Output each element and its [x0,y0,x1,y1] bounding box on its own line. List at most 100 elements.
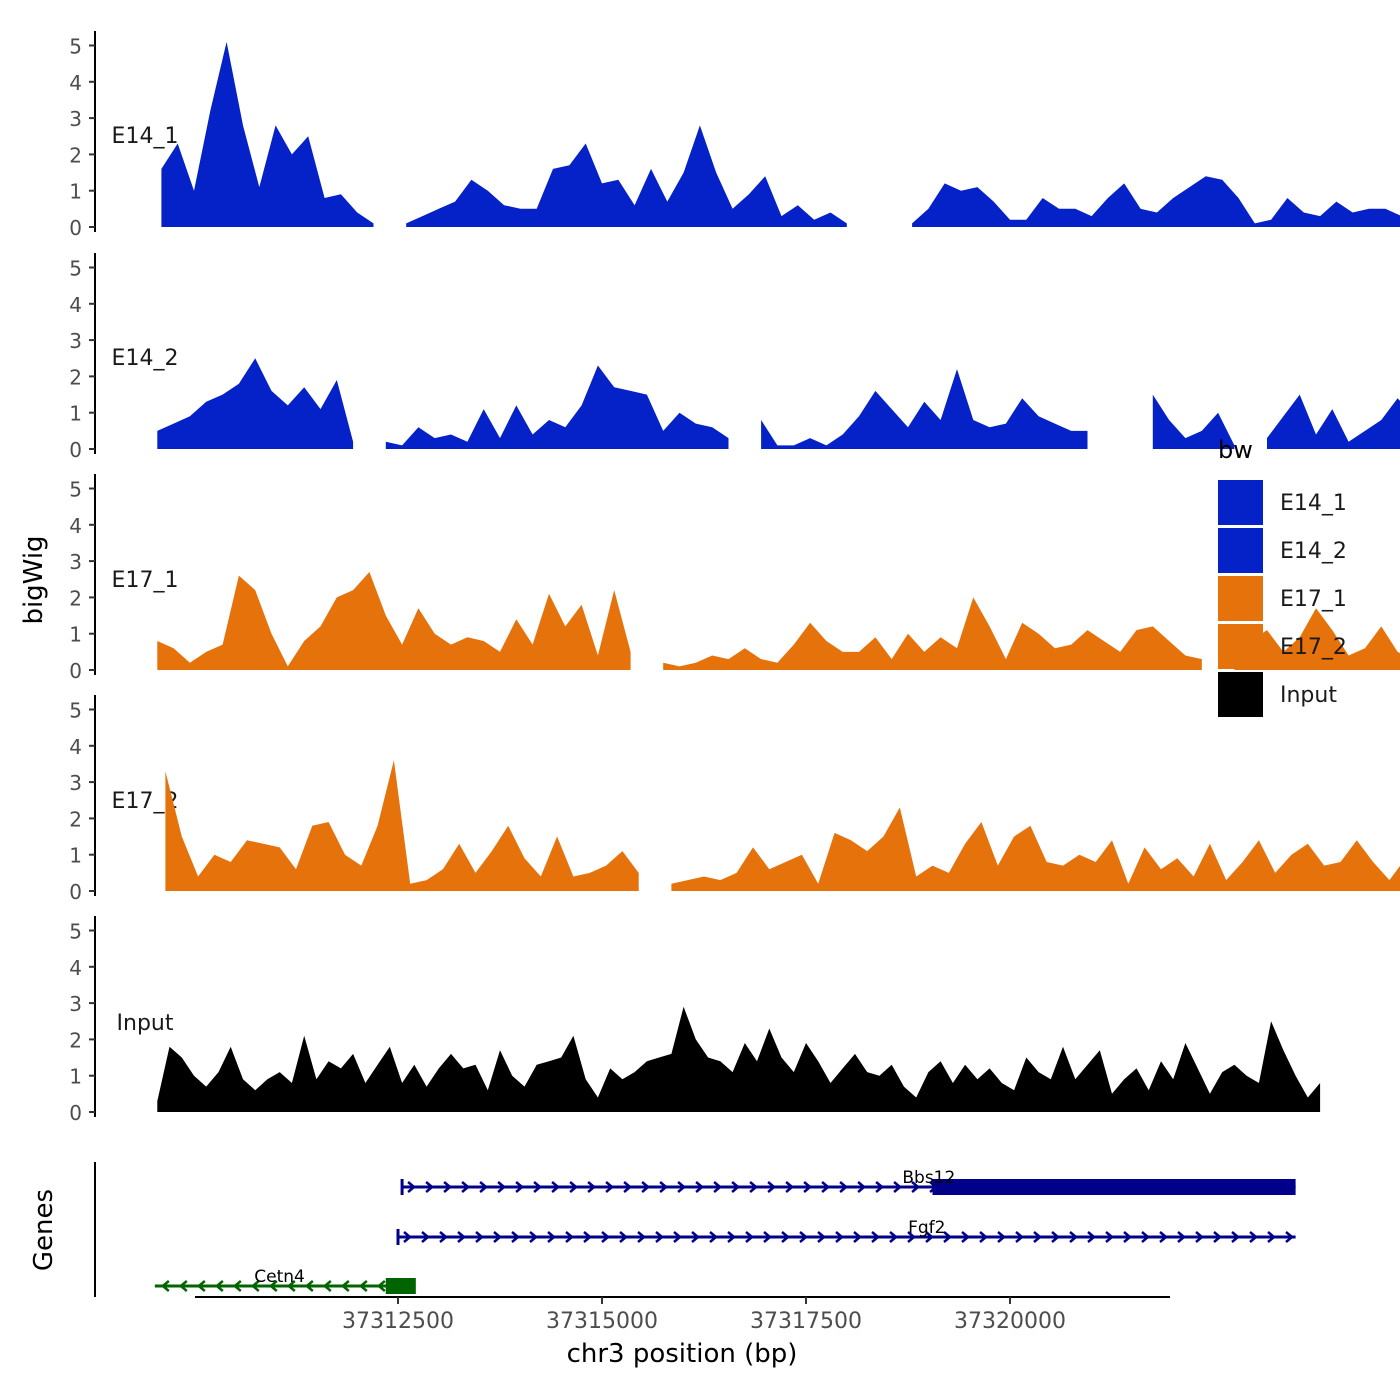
strand-arrow [511,1231,520,1243]
legend-label-E14_1: E14_1 [1280,491,1347,516]
strand-arrow [286,1280,296,1292]
area-Input [157,1006,1321,1112]
strand-arrow [677,1181,687,1193]
strand-arrow [709,1231,718,1243]
y-tick-label: 3 [69,329,82,353]
strand-arrow [403,1231,412,1243]
strand-arrow [925,1231,934,1243]
strand-arrow [659,1181,669,1193]
x-axis: 37312500 37315000 37317500 37320000 [195,1296,1170,1334]
y-tick-label: 4 [69,956,82,980]
area-E17_2 [165,760,639,891]
strand-arrow [997,1231,1006,1243]
area-E14_1 [406,125,847,227]
strand-arrow [695,1181,705,1193]
strand-arrow [727,1231,736,1243]
strand-arrow [1159,1231,1168,1243]
strand-arrow [875,1181,885,1193]
y-tick-label: 4 [69,71,82,95]
strand-arrow [637,1231,646,1243]
strand-arrow [1285,1231,1294,1243]
strand-arrow [569,1181,579,1193]
strand-arrow [160,1280,170,1292]
strand-arrow [1087,1231,1096,1243]
y-tick-label: 3 [69,992,82,1016]
strand-arrow [655,1231,664,1243]
strand-arrow [1235,1181,1245,1193]
strand-arrow [232,1280,242,1292]
strand-arrow [911,1181,921,1193]
track-label-E14_2: E14_2 [112,346,179,371]
strand-arrow [1105,1231,1114,1243]
strand-arrow [1249,1231,1258,1243]
strand-arrow [1181,1181,1191,1193]
strand-arrow [421,1231,430,1243]
track-label-Input: Input [117,1011,174,1036]
area-E17_1 [157,572,631,670]
strand-arrow [394,1280,404,1292]
strand-arrow [178,1280,188,1292]
y-tick-label: 0 [69,438,82,462]
legend-title: bw [1218,436,1253,464]
area-E14_2 [157,358,354,449]
legend-label-E17_1: E17_1 [1280,587,1347,612]
strand-arrow [1271,1181,1281,1193]
y-tick-label: 2 [69,365,82,389]
y-tick-label: 0 [69,659,82,683]
strand-arrow [475,1231,484,1243]
strand-arrow [871,1231,880,1243]
y-tick-label: 4 [69,293,82,317]
y-tick-label: 3 [69,771,82,795]
strand-arrow [1163,1181,1173,1193]
strand-arrow [547,1231,556,1243]
strand-arrow [1217,1181,1227,1193]
area-E14_2 [761,369,1088,449]
strand-arrow [587,1181,597,1193]
strand-arrow [1199,1181,1209,1193]
strand-arrow [358,1280,368,1292]
area-E17_1 [1234,608,1400,670]
legend-label-Input: Input [1280,683,1337,708]
legend-key-E17_1 [1218,576,1263,621]
y-tick-label: 2 [69,586,82,610]
strand-arrow [799,1231,808,1243]
strand-arrow [943,1231,952,1243]
tracks-layer: 0 1 2 3 4 5 E14_1 0 1 2 3 4 5 E14_2 0 1 2 3 4 5 E17_1 0 1 2 3 4 5 E… [69,31,1400,1125]
strand-arrow [673,1231,682,1243]
strand-arrow [1177,1231,1186,1243]
strand-arrow [853,1231,862,1243]
x-tick-label: 37320000 [954,1309,1066,1334]
strand-arrow [1213,1231,1222,1243]
strand-arrow [641,1181,651,1193]
strand-arrow [763,1231,772,1243]
gene-exon [385,1278,415,1294]
y-tick-label: 5 [69,35,82,59]
strand-arrow [929,1181,939,1193]
area-E14_1 [912,176,1400,227]
legend-label-E17_2: E17_2 [1280,635,1347,660]
strand-arrow [479,1181,489,1193]
track-label-E17_1: E17_1 [112,568,179,593]
strand-arrow [457,1231,466,1243]
strand-arrow [1109,1181,1119,1193]
gene-label-Fgf2: Fgf2 [908,1218,945,1238]
strand-arrow [322,1280,332,1292]
strand-arrow [340,1280,350,1292]
strand-arrow [214,1280,224,1292]
strand-arrow [493,1231,502,1243]
strand-arrow [623,1181,633,1193]
y-tick-label: 5 [69,478,82,502]
track-E17_1: 0 1 2 3 4 5 E17_1 [69,474,1400,683]
strand-arrow [1141,1231,1150,1243]
strand-arrow [731,1181,741,1193]
strand-arrow [857,1181,867,1193]
strand-arrow [889,1231,898,1243]
strand-arrow [821,1181,831,1193]
y-tick-label: 4 [69,514,82,538]
legend-key-E14_1 [1218,480,1263,525]
track-Input: 0 1 2 3 4 5 Input [69,916,1321,1125]
genes-layer: Bbs12 Fgf2 Cetn4 [154,1168,1296,1294]
strand-arrow [817,1231,826,1243]
strand-arrow [893,1181,903,1193]
genes-axis-title: Genes [29,1189,59,1271]
